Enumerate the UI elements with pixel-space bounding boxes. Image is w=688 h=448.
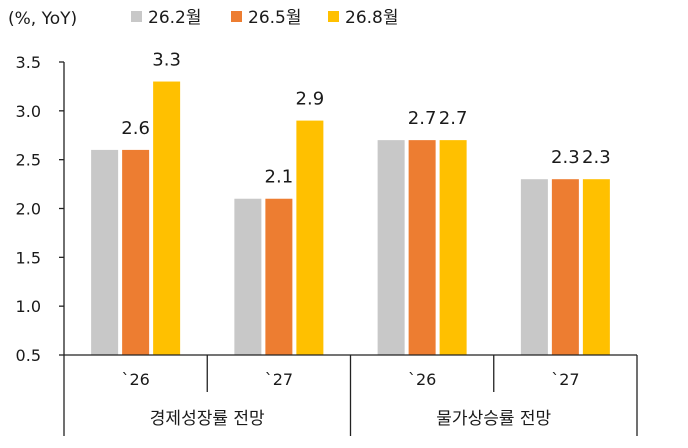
bars [91,81,610,356]
group-label: 물가상승률 전망 [436,409,551,429]
legend-label: 26.8월 [345,8,399,28]
data-label: 2.3 [582,147,611,168]
x-axis: `26 `27 `26 `27 경제성장률 전망 물가상승률 전망 [63,354,638,436]
bar [122,149,150,355]
bar [153,81,181,356]
legend: 26.2월 26.5월 26.8월 [131,8,399,28]
data-label: 2.1 [265,167,294,188]
data-label: 2.7 [439,108,468,129]
bar [91,149,119,355]
y-tick-label: 1.0 [16,297,41,316]
category-label: `26 [408,370,436,389]
bar [408,140,436,355]
bar [377,140,405,355]
category-label: `26 [121,370,149,389]
unit-label: (%, YoY) [8,9,77,29]
bar [439,140,467,355]
legend-swatch [131,11,142,22]
group-label: 경제성장률 전망 [150,409,265,429]
legend-label: 26.5월 [248,8,302,28]
y-tick-label: 1.5 [16,248,41,267]
legend-swatch [328,11,339,22]
data-label: 2.3 [551,147,580,168]
legend-swatch [231,11,242,22]
bar [551,179,579,355]
data-label: 3.3 [152,50,181,71]
bar [234,198,262,355]
bar [582,179,610,355]
data-labels: 2.6 3.3 2.1 2.9 2.7 2.7 2.3 2.3 [121,50,610,188]
y-tick-label: 2.0 [16,200,41,219]
data-label: 2.7 [408,108,437,129]
category-label: `27 [265,370,293,389]
y-axis: 0.5 1.0 1.5 2.0 2.5 3.0 3.5 [16,53,65,365]
data-label: 2.9 [296,89,325,110]
category-label: `27 [551,370,579,389]
y-tick-label: 3.0 [16,102,41,121]
legend-label: 26.2월 [148,8,202,28]
bar [520,179,548,355]
bar [265,198,293,355]
y-tick-label: 0.5 [16,346,41,365]
bar [296,120,324,355]
data-label: 2.6 [121,118,150,139]
y-tick-label: 3.5 [16,53,41,72]
y-tick-label: 2.5 [16,151,41,170]
